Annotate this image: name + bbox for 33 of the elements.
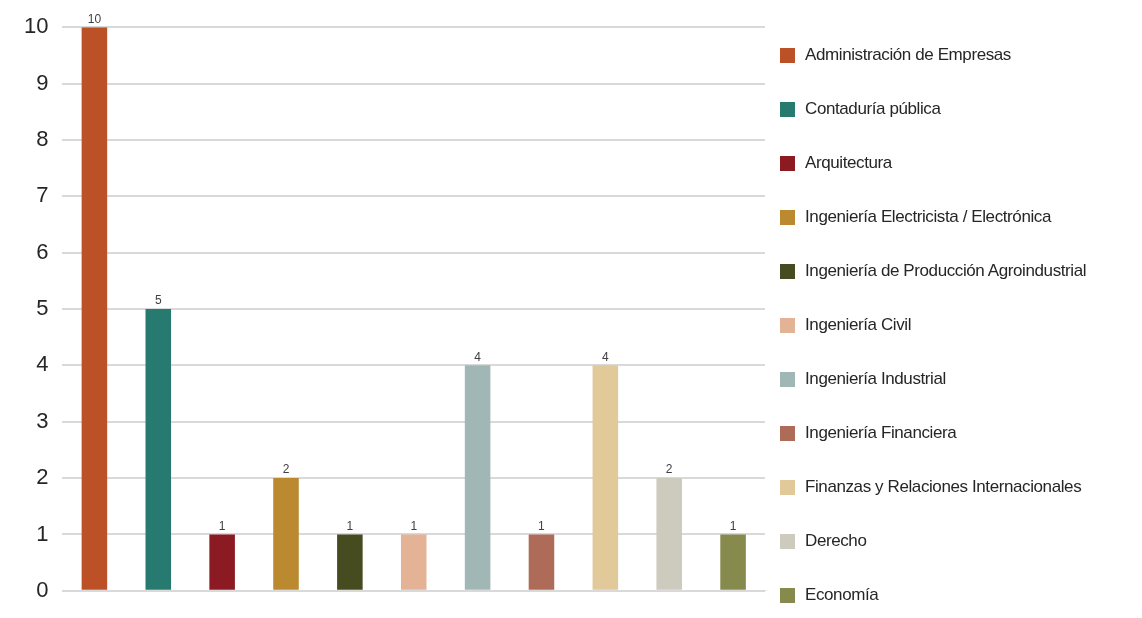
y-tick-label: 9 bbox=[36, 69, 49, 95]
legend-label: Ingeniería Industrial bbox=[805, 369, 946, 389]
legend-label: Ingeniería Financiera bbox=[805, 423, 957, 443]
data-label: 2 bbox=[665, 462, 673, 477]
legend-label: Derecho bbox=[805, 531, 867, 551]
data-label: 1 bbox=[410, 518, 418, 533]
y-tick-label: 8 bbox=[36, 125, 49, 151]
y-tick-label: 7 bbox=[36, 182, 49, 208]
y-tick-label: 0 bbox=[36, 576, 49, 602]
data-label: 10 bbox=[87, 11, 102, 26]
data-label: 1 bbox=[538, 518, 546, 533]
y-tick-label: 6 bbox=[36, 238, 49, 264]
data-label: 1 bbox=[729, 518, 737, 533]
data-label: 2 bbox=[282, 462, 290, 477]
legend-label: Ingeniería de Producción Agroindustrial bbox=[805, 261, 1087, 281]
legend-label: Arquitectura bbox=[805, 153, 892, 173]
data-label: 1 bbox=[218, 518, 226, 533]
legend-label: Ingeniería Civil bbox=[805, 315, 912, 335]
y-tick-label: 1 bbox=[36, 520, 49, 546]
y-tick-label: 2 bbox=[36, 464, 49, 490]
data-label: 4 bbox=[474, 349, 482, 364]
legend-label: Economía bbox=[805, 585, 879, 605]
legend-label: Ingeniería Electricista / Electrónica bbox=[805, 207, 1051, 227]
legend-label: Finanzas y Relaciones Internacionales bbox=[805, 477, 1082, 497]
legend-label: Contaduría pública bbox=[805, 99, 941, 119]
y-tick-label: 4 bbox=[36, 351, 49, 377]
data-label: 4 bbox=[601, 349, 609, 364]
y-tick-label: 10 bbox=[23, 13, 49, 39]
y-tick-label: 5 bbox=[36, 295, 49, 321]
data-label: 5 bbox=[154, 293, 162, 308]
data-label: 1 bbox=[346, 518, 354, 533]
legend-label: Administración de Empresas bbox=[805, 45, 1011, 65]
y-tick-label: 3 bbox=[36, 407, 49, 433]
